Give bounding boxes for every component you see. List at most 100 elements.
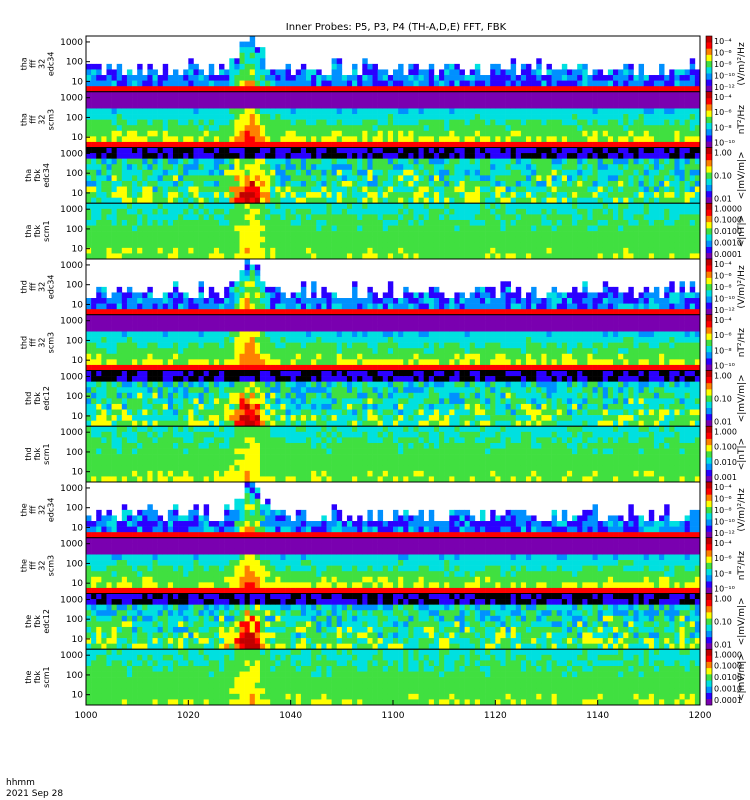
spectrogram-cell <box>485 86 491 93</box>
spectrogram-cell <box>643 136 650 143</box>
spectrogram-cell <box>224 102 230 109</box>
spectrogram-cell <box>275 119 281 126</box>
spectrogram-cell <box>147 247 153 254</box>
spectrogram-cell <box>270 186 276 193</box>
spectrogram-cell <box>137 337 143 343</box>
spectrogram-cell <box>510 298 517 304</box>
spectrogram-cell <box>587 236 593 243</box>
spectrogram-cell <box>531 286 537 293</box>
spectrogram-cell <box>106 314 112 321</box>
spectrogram-cell <box>295 97 302 104</box>
spectrogram-cell <box>679 214 685 221</box>
spectrogram-cell <box>664 303 670 310</box>
spectrogram-cell <box>572 125 578 132</box>
spectrogram-cell <box>275 286 281 293</box>
spectrogram-cell <box>428 298 435 304</box>
spectrogram-cell <box>510 125 517 132</box>
spectrogram-cell <box>311 309 317 316</box>
spectrogram-cell <box>126 141 133 148</box>
spectrogram-cell <box>132 348 138 355</box>
spectrogram-cell <box>116 141 123 148</box>
spectrogram-cell <box>515 108 522 115</box>
spectrogram-cell <box>91 141 97 148</box>
spectrogram-cell <box>577 91 583 98</box>
spectrogram-cell <box>172 186 179 193</box>
spectrogram-cell <box>357 242 363 249</box>
spectrogram-cell <box>505 197 511 204</box>
spectrogram-cell <box>275 114 281 120</box>
spectrogram-cell <box>495 147 501 154</box>
spectrogram-cell <box>306 197 312 204</box>
spectrogram-cell <box>638 130 645 137</box>
spectrogram-cell <box>116 320 123 327</box>
spectrogram-cell <box>341 242 348 249</box>
spectrogram-cell <box>239 153 245 159</box>
spectrogram-cell <box>648 219 655 226</box>
spectrogram-cell <box>367 114 373 120</box>
spectrogram-cell <box>643 147 650 154</box>
spectrogram-cell <box>520 164 527 171</box>
spectrogram-cell <box>234 192 240 198</box>
spectrogram-cell <box>607 231 614 238</box>
spectrogram-cell <box>587 298 593 304</box>
spectrogram-cell <box>689 125 696 132</box>
spectrogram-cell <box>270 69 276 76</box>
spectrogram-cell <box>474 147 481 154</box>
spectrogram-cell <box>694 214 701 221</box>
spectrogram-cell <box>142 203 148 210</box>
spectrogram-cell <box>659 231 665 238</box>
spectrogram-cell <box>270 108 276 115</box>
spectrogram-cell <box>602 309 609 316</box>
spectrogram-cell <box>566 130 573 137</box>
spectrogram-cell <box>367 303 373 310</box>
spectrogram-cell <box>162 186 169 193</box>
spectrogram-cell <box>275 164 281 171</box>
spectrogram-cell <box>520 180 527 187</box>
spectrogram-cell <box>152 225 158 232</box>
spectrogram-cell <box>403 292 409 299</box>
spectrogram-cell <box>653 231 660 238</box>
spectrogram-cell <box>275 86 281 93</box>
spectrogram-cell <box>188 114 194 120</box>
spectrogram-cell <box>439 180 445 187</box>
spectrogram-cell <box>459 231 465 238</box>
spectrogram-cell <box>689 298 696 304</box>
spectrogram-cell <box>408 208 414 215</box>
spectrogram-cell <box>459 214 465 221</box>
spectrogram-cell <box>106 236 112 243</box>
spectrogram-cell <box>546 298 552 304</box>
spectrogram-cell <box>520 91 527 98</box>
spectrogram-cell <box>659 63 665 70</box>
spectrogram-cell <box>259 281 266 288</box>
spectrogram-cell <box>249 63 256 70</box>
spectrogram-cell <box>213 175 220 182</box>
spectrogram-cell <box>433 147 440 154</box>
spectrogram-cell <box>413 231 419 238</box>
spectrogram-cell <box>285 86 291 93</box>
spectrogram-cell <box>653 180 660 187</box>
spectrogram-cell <box>592 214 598 221</box>
spectrogram-cell <box>101 359 107 366</box>
spectrogram-cell <box>382 141 389 148</box>
spectrogram-cell <box>490 208 496 215</box>
colorbar-tick-label: 10⁻⁴ <box>714 260 732 269</box>
spectrogram-cell <box>643 242 650 249</box>
spectrogram-cell <box>259 114 266 120</box>
spectrogram-cell <box>157 180 164 187</box>
spectrogram-cell <box>607 91 614 98</box>
spectrogram-cell <box>111 236 117 243</box>
spectrogram-cell <box>551 231 558 238</box>
spectrogram-cell <box>316 214 322 221</box>
spectrogram-cell <box>561 136 568 143</box>
spectrogram-cell <box>280 136 286 143</box>
spectrogram-cell <box>439 225 445 232</box>
spectrogram-cell <box>413 247 419 254</box>
spectrogram-cell <box>295 175 302 182</box>
spectrogram-cell <box>628 197 634 204</box>
spectrogram-cell <box>520 208 527 215</box>
spectrogram-cell <box>408 253 414 260</box>
spectrogram-cell <box>234 147 240 154</box>
spectrogram-cell <box>689 58 696 65</box>
spectrogram-cell <box>377 180 384 187</box>
spectrogram-cell <box>172 303 179 310</box>
